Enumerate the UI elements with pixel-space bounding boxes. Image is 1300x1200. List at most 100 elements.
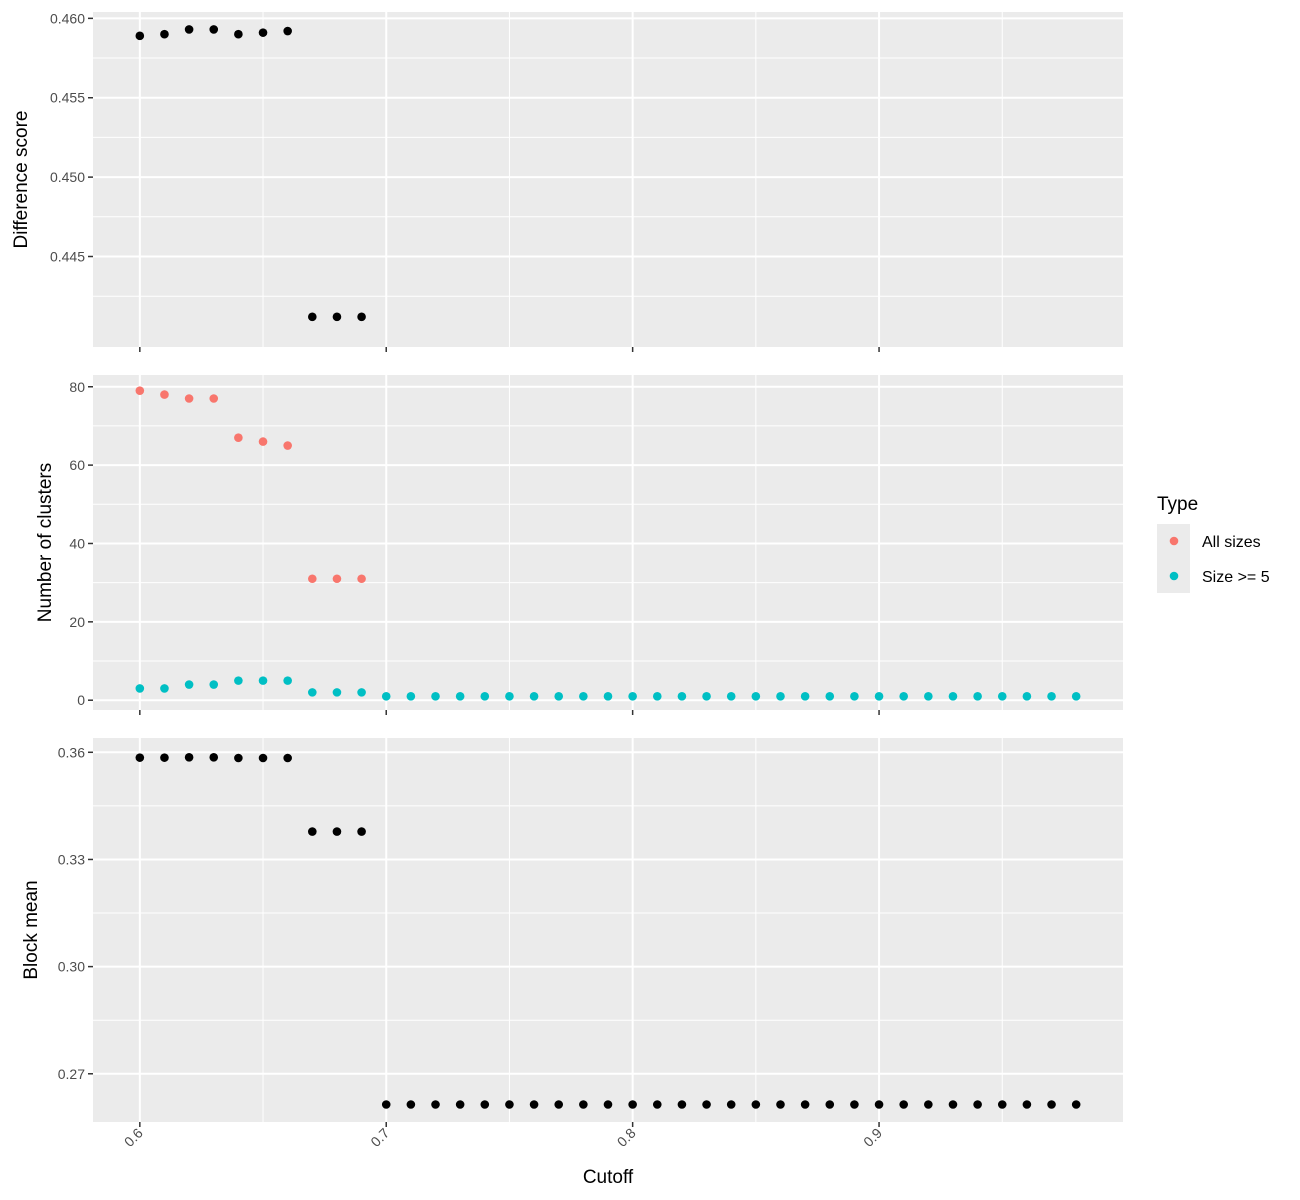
data-point — [924, 691, 933, 701]
panel-background — [93, 738, 1123, 1122]
data-point — [234, 753, 243, 763]
data-point — [554, 1100, 564, 1109]
data-point — [184, 752, 194, 762]
data-point — [160, 753, 169, 762]
data-point — [726, 1100, 736, 1109]
x-tick-label: 0.9 — [860, 1125, 885, 1150]
y-tick-label: 0 — [77, 692, 85, 708]
y-axis-title: Block mean — [21, 880, 42, 979]
data-point — [603, 691, 613, 701]
data-point — [751, 691, 761, 701]
data-point — [776, 691, 785, 701]
data-point — [677, 691, 687, 701]
data-point — [899, 1100, 908, 1109]
data-point — [677, 1100, 687, 1109]
panel-1: 0.445 0.450 0.455 0.460 Difference score — [11, 10, 1123, 352]
data-point — [234, 433, 243, 442]
x-tick-label: 0.8 — [614, 1125, 639, 1150]
data-point — [1022, 691, 1032, 701]
x-tick-label: 0.7 — [367, 1125, 392, 1150]
panel-2: 0 20 40 60 80 Number of clusters — [35, 375, 1123, 715]
legend-label: All sizes — [1202, 534, 1261, 551]
data-point — [850, 1100, 859, 1109]
data-point — [332, 312, 342, 322]
data-point — [579, 691, 588, 701]
y-tick-label: 0.460 — [50, 10, 85, 26]
data-point — [480, 691, 490, 701]
data-point — [800, 691, 810, 701]
data-point — [628, 691, 637, 701]
legend-key — [1169, 536, 1179, 546]
data-point — [283, 753, 292, 763]
data-point — [357, 312, 366, 322]
data-point — [1047, 1100, 1056, 1109]
data-point — [726, 691, 736, 701]
data-point — [135, 386, 145, 395]
data-point — [924, 1100, 933, 1109]
y-tick-label: 0.33 — [58, 851, 85, 867]
x-tick-label: 0.6 — [121, 1125, 146, 1150]
data-point — [652, 691, 662, 701]
data-point — [234, 29, 243, 39]
data-point — [973, 1100, 982, 1109]
y-tick-label: 0.445 — [50, 249, 85, 265]
data-point — [554, 691, 564, 701]
data-point — [184, 25, 194, 34]
data-point — [997, 691, 1007, 701]
data-point — [603, 1100, 613, 1109]
data-point — [283, 26, 292, 36]
y-tick-label: 60 — [69, 457, 85, 473]
data-point — [357, 688, 366, 697]
data-point — [529, 1100, 539, 1109]
data-point — [899, 691, 908, 701]
data-point — [160, 390, 169, 399]
data-point — [258, 753, 268, 763]
data-point — [135, 31, 145, 41]
y-tick-label: 20 — [69, 614, 85, 630]
data-point — [455, 1100, 465, 1109]
legend: Type All sizes Size >= 5 — [1157, 494, 1270, 593]
data-point — [357, 574, 366, 584]
data-point — [431, 691, 440, 701]
data-point — [332, 574, 342, 584]
x-axis-title: Cutoff — [583, 1167, 634, 1188]
data-point — [135, 753, 145, 762]
data-point — [209, 25, 219, 34]
y-tick-label: 40 — [69, 535, 85, 551]
data-point — [258, 28, 268, 37]
data-point — [776, 1100, 785, 1109]
data-point — [406, 1100, 416, 1109]
legend-label: Size >= 5 — [1202, 569, 1270, 586]
data-point — [308, 574, 317, 584]
data-point — [184, 680, 194, 689]
data-point — [308, 827, 317, 836]
data-point — [874, 691, 884, 701]
data-point — [357, 827, 366, 836]
data-point — [1047, 691, 1056, 701]
data-point — [948, 691, 958, 701]
data-point — [184, 394, 194, 403]
y-tick-label: 0.30 — [58, 959, 85, 975]
panel-background — [93, 12, 1123, 347]
data-point — [209, 680, 219, 689]
panel-3: 0.27 0.30 0.33 0.36 Block mean — [21, 738, 1123, 1127]
data-point — [209, 752, 219, 762]
data-point — [209, 394, 219, 403]
data-point — [160, 684, 169, 693]
data-point — [381, 1100, 391, 1109]
data-point — [825, 691, 835, 701]
data-point — [505, 1100, 514, 1109]
data-point — [1071, 691, 1081, 701]
y-axis-title: Number of clusters — [35, 463, 56, 622]
data-point — [308, 688, 317, 697]
data-point — [948, 1100, 958, 1109]
data-point — [800, 1100, 810, 1109]
data-point — [258, 676, 268, 685]
data-point — [579, 1100, 588, 1109]
data-point — [381, 691, 391, 701]
data-point — [406, 691, 416, 701]
data-point — [874, 1100, 884, 1109]
data-point — [431, 1100, 440, 1109]
data-point — [529, 691, 539, 701]
